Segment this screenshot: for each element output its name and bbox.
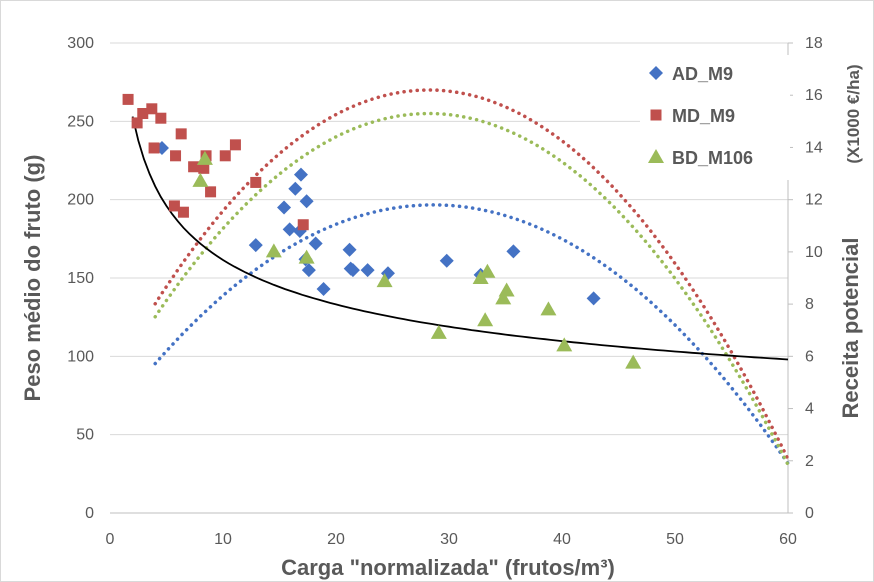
point-ad-m9: [586, 291, 601, 306]
x-tick-label: 10: [214, 531, 232, 548]
point-md-m9: [177, 206, 189, 218]
y-tick-label: 250: [67, 113, 94, 130]
y2-tick-label: 8: [805, 296, 814, 313]
x-tick-label: 0: [106, 531, 115, 548]
point-bd-m106: [298, 249, 315, 264]
legend-label-bd-m106: BD_M106: [672, 148, 753, 168]
y2-tick-label: 18: [805, 35, 823, 52]
point-ad-m9: [299, 194, 314, 209]
legend: AD_M9 MD_M9 BD_M106: [640, 55, 790, 180]
tick-labels: 0 50 100 150 200 250 300 0 2 4 6 8 10 12 14 16 18 0 10 20 30…: [67, 35, 823, 548]
trend-curve-ad-m9: [153, 203, 790, 466]
y-axis-title: Peso médio do fruto (g): [20, 155, 45, 402]
gridlines: [110, 42, 788, 436]
y2-axis-unit: (X1000 €/ha): [844, 64, 863, 163]
point-ad-m9: [248, 238, 263, 253]
y2-tick-label: 0: [805, 505, 814, 522]
point-ad-m9: [277, 200, 292, 215]
trend-curve-md-m9: [153, 88, 790, 461]
point-ad-m9: [288, 181, 303, 196]
point-bd-m106: [477, 312, 494, 327]
point-ad-m9: [439, 253, 454, 268]
legend-label-ad-m9: AD_M9: [672, 64, 733, 84]
y2-tick-label: 10: [805, 244, 823, 261]
point-bd-m106: [625, 354, 642, 369]
y2-tick-label: 4: [805, 401, 814, 418]
legend-label-md-m9: MD_M9: [672, 106, 735, 126]
x-tick-label: 40: [553, 531, 571, 548]
point-md-m9: [168, 200, 180, 212]
point-bd-m106: [196, 150, 213, 165]
legend-marker-md-m9: [650, 109, 662, 121]
point-md-m9: [297, 219, 309, 231]
y2-tick-label: 2: [805, 453, 814, 470]
point-md-m9: [198, 162, 210, 174]
point-md-m9: [229, 139, 241, 151]
point-bd-m106: [556, 337, 573, 352]
y2-axis-title: Receita potencial: [838, 238, 863, 419]
point-ad-m9: [282, 222, 297, 237]
y2-tick-label: 14: [805, 139, 823, 156]
point-ad-m9: [301, 263, 316, 278]
y-tick-label: 50: [76, 427, 94, 444]
point-md-m9: [188, 161, 200, 173]
x-tick-label: 30: [440, 531, 458, 548]
point-md-m9: [205, 186, 217, 198]
x-tick-label: 20: [327, 531, 345, 548]
y-tick-label: 300: [67, 35, 94, 52]
point-md-m9: [122, 93, 134, 105]
point-ad-m9: [506, 244, 521, 259]
point-ad-m9: [308, 236, 323, 251]
point-md-m9: [175, 128, 187, 140]
point-md-m9: [148, 142, 160, 154]
y-tick-label: 100: [67, 348, 94, 365]
point-ad-m9: [360, 263, 375, 278]
point-ad-m9: [345, 263, 360, 278]
y2-tick-label: 6: [805, 348, 814, 365]
point-ad-m9: [316, 281, 331, 296]
trend-curve-bd-m106: [153, 111, 790, 467]
legend-marker-ad-m9: [649, 66, 663, 80]
point-md-m9: [131, 117, 143, 129]
point-bd-m106: [376, 273, 393, 288]
point-ad-m9: [342, 242, 357, 257]
point-bd-m106: [479, 263, 496, 278]
point-bd-m106: [265, 243, 282, 258]
point-md-m9: [219, 150, 231, 162]
x-tick-label: 50: [666, 531, 684, 548]
y2-tick-label: 16: [805, 87, 823, 104]
x-tick-label: 60: [779, 531, 797, 548]
point-bd-m106: [498, 282, 515, 297]
fit-curve: [131, 116, 789, 361]
point-md-m9: [250, 176, 262, 188]
legend-background: [640, 55, 790, 180]
x-axis-title: Carga "normalizada" (frutos/m³): [281, 555, 615, 580]
point-md-m9: [170, 150, 182, 162]
y2-tick-label: 12: [805, 192, 823, 209]
y-tick-label: 200: [67, 192, 94, 209]
point-md-m9: [155, 112, 167, 124]
point-md-m9: [146, 103, 158, 115]
trend-curves: [131, 88, 790, 467]
point-ad-m9: [293, 167, 308, 182]
point-bd-m106: [192, 172, 209, 187]
point-bd-m106: [540, 301, 557, 316]
point-bd-m106: [430, 324, 447, 339]
data-points: [122, 93, 642, 369]
y-tick-label: 150: [67, 270, 94, 287]
point-md-m9: [137, 108, 149, 119]
y-tick-label: 0: [85, 505, 94, 522]
legend-marker-bd-m106: [648, 149, 664, 163]
point-bd-m106: [495, 290, 512, 305]
